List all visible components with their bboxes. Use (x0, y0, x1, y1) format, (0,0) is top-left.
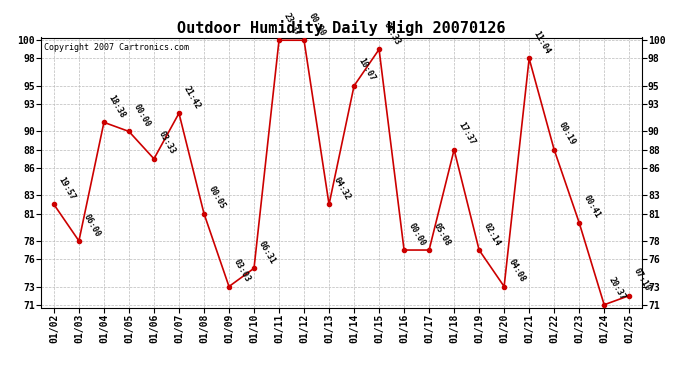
Text: 00:00: 00:00 (306, 11, 327, 38)
Text: 17:37: 17:37 (457, 121, 477, 147)
Text: 04:08: 04:08 (506, 258, 527, 284)
Text: 19:57: 19:57 (57, 176, 77, 202)
Text: 23:37: 23:37 (282, 11, 302, 38)
Text: 00:00: 00:00 (132, 103, 152, 129)
Text: 06:00: 06:00 (81, 212, 101, 238)
Text: 00:05: 00:05 (206, 184, 227, 211)
Text: 07:10: 07:10 (632, 267, 652, 293)
Text: 03:03: 03:03 (232, 258, 252, 284)
Text: 04:32: 04:32 (332, 176, 352, 202)
Text: 20:37: 20:37 (607, 276, 627, 302)
Text: 00:00: 00:00 (406, 221, 427, 247)
Text: 06:31: 06:31 (257, 239, 277, 266)
Text: 00:19: 00:19 (557, 121, 577, 147)
Text: 21:42: 21:42 (181, 84, 201, 111)
Text: 02:14: 02:14 (482, 221, 502, 247)
Text: 05:08: 05:08 (432, 221, 452, 247)
Text: 04:33: 04:33 (382, 21, 402, 46)
Text: 18:38: 18:38 (106, 93, 127, 120)
Text: 11:04: 11:04 (532, 30, 552, 56)
Title: Outdoor Humidity Daily High 20070126: Outdoor Humidity Daily High 20070126 (177, 20, 506, 36)
Text: Copyright 2007 Cartronics.com: Copyright 2007 Cartronics.com (44, 43, 189, 52)
Text: 03:33: 03:33 (157, 130, 177, 156)
Text: 10:07: 10:07 (357, 57, 377, 83)
Text: 00:41: 00:41 (582, 194, 602, 220)
